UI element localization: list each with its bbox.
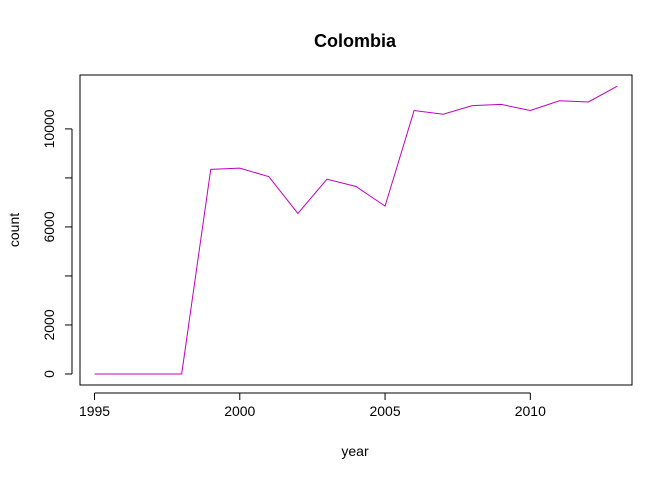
x-tick-label: 1995 bbox=[79, 403, 110, 419]
x-axis-label: year bbox=[341, 443, 369, 459]
series-line-count bbox=[94, 85, 618, 375]
y-tick-label: 2000 bbox=[41, 309, 57, 340]
x-axis: 1995 2000 2005 2010 bbox=[79, 392, 546, 419]
plot-frame bbox=[79, 74, 633, 386]
y-axis: 0 2000 6000 10000 bbox=[41, 109, 73, 378]
y-tick-label: 0 bbox=[41, 370, 57, 378]
x-tick-label: 2010 bbox=[515, 403, 546, 419]
x-tick-label: 2005 bbox=[369, 403, 400, 419]
x-tick-label: 2000 bbox=[224, 403, 255, 419]
y-tick-label: 10000 bbox=[41, 109, 57, 148]
chart-title: Colombia bbox=[314, 31, 397, 51]
y-tick-label: 6000 bbox=[41, 211, 57, 242]
y-axis-label: count bbox=[6, 213, 22, 247]
